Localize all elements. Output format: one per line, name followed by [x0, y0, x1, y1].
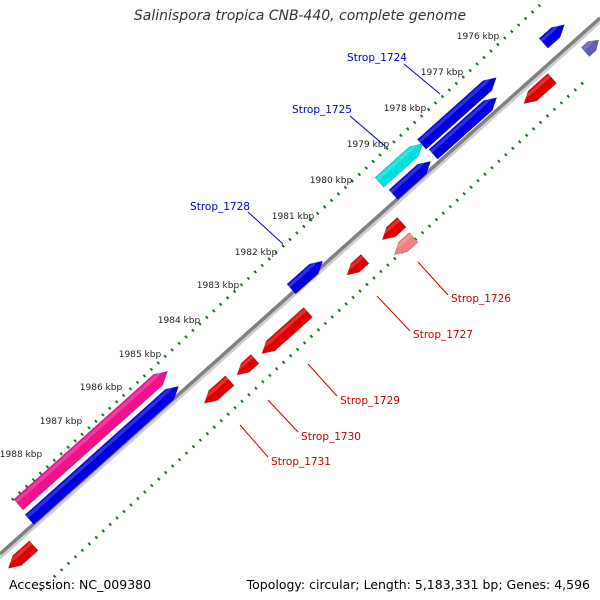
gene-strop-1729-shape[interactable] [258, 307, 313, 358]
inner-tick-ruler [38, 76, 590, 592]
gene-forward-a[interactable] [538, 20, 569, 49]
tick-label: 1976 kbp [457, 32, 500, 42]
tick-label: 1978 kbp [384, 104, 427, 114]
gene-forward-e-shape[interactable] [24, 382, 183, 525]
gene-reverse-b-shape[interactable] [378, 217, 407, 244]
gene-forward-c[interactable] [428, 93, 501, 160]
gene-strop-1727-shape[interactable] [343, 254, 370, 280]
map-title: Salinispora tropica CNB-440, complete ge… [133, 8, 467, 24]
tick-labels: 1976 kbp 1977 kbp 1978 kbp 1979 kbp 1980 kbp… [0, 32, 499, 460]
gene-strop-1725-gloss [375, 141, 421, 181]
tick-label: 1983 kbp [197, 281, 240, 291]
tick-label: 1988 kbp [0, 450, 42, 460]
forward-leader-line [403, 63, 441, 95]
gene-strop-1729[interactable] [258, 307, 313, 358]
gene-strop-1726-shape[interactable] [390, 232, 419, 259]
gene-strop-1724-gloss [418, 75, 494, 143]
accession-label: Accession: NC_009380 [9, 577, 152, 592]
reverse-leader-line [417, 261, 449, 296]
gene-forward-c-shape[interactable] [428, 93, 501, 160]
gene-strop-1730-gloss [234, 355, 254, 373]
tick-label: 1981 kbp [272, 212, 315, 222]
forward-gene-label[interactable]: Strop_1725 [292, 104, 352, 116]
gene-strop-1726-gloss [391, 233, 413, 252]
gene-strop-1724[interactable] [416, 73, 500, 150]
gene-forward-b-gloss [582, 37, 597, 51]
gene-strop-1731[interactable] [200, 375, 235, 408]
gene-forward-d-gloss [389, 158, 429, 194]
gene-reverse-c-gloss [5, 541, 33, 566]
gene-forward-pink-gloss [14, 368, 165, 504]
forward-gene-label[interactable]: Strop_1728 [190, 201, 250, 213]
gene-reverse-b[interactable] [378, 217, 407, 244]
gene-strop-1729-gloss [259, 308, 307, 351]
gene-forward-c-gloss [429, 95, 495, 153]
reverse-leader-line [267, 399, 299, 433]
gene-strop-1724-shape[interactable] [416, 73, 500, 150]
gene-labels: Strop_1724 Strop_1725 Strop_1728 Strop_1726… [190, 52, 511, 468]
gene-reverse-b-gloss [379, 218, 401, 237]
tick-label: 1979 kbp [347, 140, 390, 150]
gene-reverse-a-shape[interactable] [520, 73, 557, 108]
reverse-gene-label[interactable]: Strop_1726 [451, 293, 511, 305]
gene-strop-1727[interactable] [343, 254, 370, 280]
gene-strop-1727-gloss [344, 255, 364, 273]
gene-forward-e[interactable] [24, 382, 183, 525]
gene-strop-1726[interactable] [390, 232, 419, 259]
reverse-gene-label[interactable]: Strop_1729 [340, 395, 400, 407]
forward-leader-line [247, 211, 284, 245]
gene-reverse-a[interactable] [520, 73, 557, 108]
gene-forward-d-shape[interactable] [388, 156, 435, 200]
gene-strop-1728-shape[interactable] [286, 256, 327, 295]
reverse-gene-label[interactable]: Strop_1730 [301, 431, 361, 443]
gene-strop-1725-shape[interactable] [374, 139, 427, 188]
genome-summary: Topology: circular; Length: 5,183,331 bp… [246, 577, 590, 592]
tick-label: 1984 kbp [158, 316, 201, 326]
tick-label: 1985 kbp [119, 350, 162, 360]
gene-forward-b-shape[interactable] [580, 36, 600, 57]
reverse-leader-line [376, 295, 411, 332]
gene-forward-a-shape[interactable] [538, 20, 569, 49]
gene-strop-1728-gloss [287, 258, 321, 288]
tick-label: 1980 kbp [310, 176, 353, 186]
gene-forward-pink-shape[interactable] [13, 366, 172, 511]
gene-strop-1730[interactable] [233, 354, 260, 380]
gene-forward-e-gloss [25, 383, 177, 519]
gene-reverse-c[interactable] [4, 540, 39, 573]
gene-reverse-a-gloss [521, 74, 551, 101]
tick-label: 1977 kbp [421, 68, 464, 78]
gene-strop-1731-shape[interactable] [200, 375, 235, 408]
reverse-leader-line [307, 363, 338, 397]
tick-label: 1982 kbp [235, 248, 278, 258]
outer-tick-ruler [10, 3, 542, 502]
gene-strop-1731-gloss [201, 376, 229, 401]
gene-forward-b[interactable] [580, 36, 600, 57]
gene-forward-d[interactable] [388, 156, 435, 200]
reverse-gene-label[interactable]: Strop_1727 [413, 329, 473, 341]
tick-label: 1987 kbp [40, 417, 83, 427]
reverse-leader-line [239, 424, 269, 458]
gene-forward-a-gloss [540, 22, 563, 42]
gene-strop-1725[interactable] [374, 139, 427, 188]
gene-strop-1728[interactable] [286, 256, 327, 295]
reverse-gene-label[interactable]: Strop_1731 [271, 456, 331, 468]
gene-forward-pink[interactable] [13, 366, 172, 511]
forward-leader-line [349, 115, 386, 147]
forward-gene-label[interactable]: Strop_1724 [347, 52, 407, 64]
tick-label: 1986 kbp [80, 383, 123, 393]
gene-reverse-c-shape[interactable] [4, 540, 39, 573]
gene-strop-1730-shape[interactable] [233, 354, 260, 380]
